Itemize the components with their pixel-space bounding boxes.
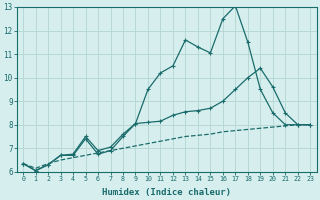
X-axis label: Humidex (Indice chaleur): Humidex (Indice chaleur) [102,188,231,197]
